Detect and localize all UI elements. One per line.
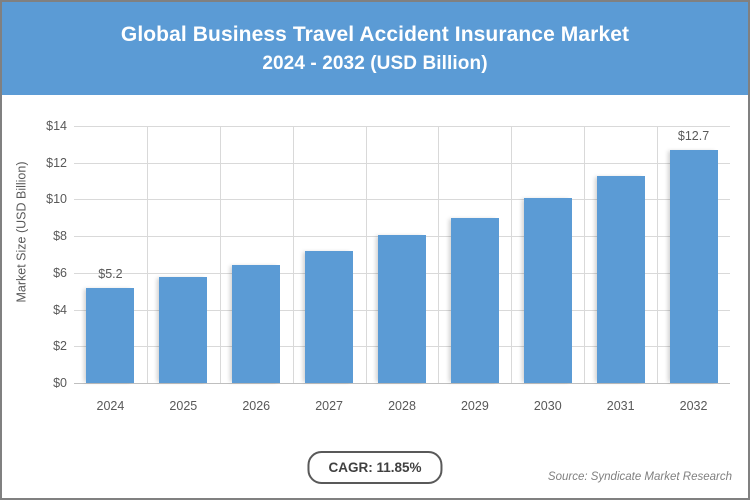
x-axis-tick-label-2027: 2027 <box>315 399 344 413</box>
gridline-x <box>219 126 221 383</box>
bar-2026[interactable] <box>232 264 281 383</box>
bar-2030[interactable] <box>523 197 572 383</box>
y-axis-tick-label: $4 <box>53 302 67 317</box>
cagr-badge: CAGR: 11.85% <box>307 451 443 484</box>
bar-2028[interactable] <box>377 235 427 383</box>
x-axis-tick-label-2032: 2032 <box>679 399 708 413</box>
gridline-x <box>365 126 367 383</box>
y-axis-tick-label: $0 <box>53 376 67 390</box>
x-axis-tick-label-2031: 2031 <box>606 399 635 413</box>
gridline-y <box>74 383 730 384</box>
bar-2027[interactable] <box>305 250 354 383</box>
y-axis-tick-label: $12 <box>46 155 67 170</box>
bar-2025[interactable] <box>159 276 208 383</box>
x-axis-tick-label-2030: 2030 <box>533 399 562 413</box>
gridline-x <box>438 126 440 383</box>
source-attribution: Source: Syndicate Market Research <box>547 471 732 483</box>
bar-2024[interactable] <box>86 287 135 383</box>
gridline-x <box>292 126 294 383</box>
gridline-y <box>74 199 730 201</box>
plot-area: Market Size (USD Billion) $0 $2 $4 $6 $8 $10 $… <box>2 97 748 498</box>
x-axis-tick-label-2024: 2024 <box>96 399 125 413</box>
page-subtitle: 2024 - 2032 (USD Billion) <box>262 52 488 74</box>
y-axis-tick-label: $14 <box>46 119 67 133</box>
x-axis-tick-label-2026: 2026 <box>242 399 271 413</box>
x-axis-tick-label-2025: 2025 <box>169 399 198 413</box>
bar-2032[interactable] <box>669 149 718 383</box>
chart-header-banner: Global Business Travel Accident Insuranc… <box>2 2 748 95</box>
bar-2029[interactable] <box>450 217 499 383</box>
y-axis-tick-label: $8 <box>53 229 67 244</box>
y-axis-title: Market Size (USD Billion) <box>8 97 34 367</box>
bar-2031[interactable] <box>596 175 645 383</box>
gridline-y <box>74 126 730 127</box>
y-axis-title-text: Market Size (USD Billion) <box>14 161 29 303</box>
y-axis-tick-label: $2 <box>53 339 67 354</box>
gridline-x <box>511 126 513 383</box>
chart-axes: $0 $2 $4 $6 $8 $10 $12 $14 $5.2 2024 2025 2026 2027 2… <box>46 119 730 413</box>
bar-value-label-2032: $12.7 <box>677 128 710 143</box>
x-axis-tick-label-2028: 2028 <box>388 399 416 413</box>
x-axis-tick-label-2029: 2029 <box>460 399 489 413</box>
gridline-x <box>657 126 659 383</box>
gridline-y <box>74 162 730 164</box>
y-axis-tick-label: $10 <box>46 192 67 207</box>
gridline-x <box>584 126 586 383</box>
bar-value-label-2024: $5.2 <box>98 266 123 281</box>
y-axis-tick-label: $6 <box>53 265 67 280</box>
gridline-x <box>146 126 148 383</box>
page-title: Global Business Travel Accident Insuranc… <box>120 22 630 46</box>
